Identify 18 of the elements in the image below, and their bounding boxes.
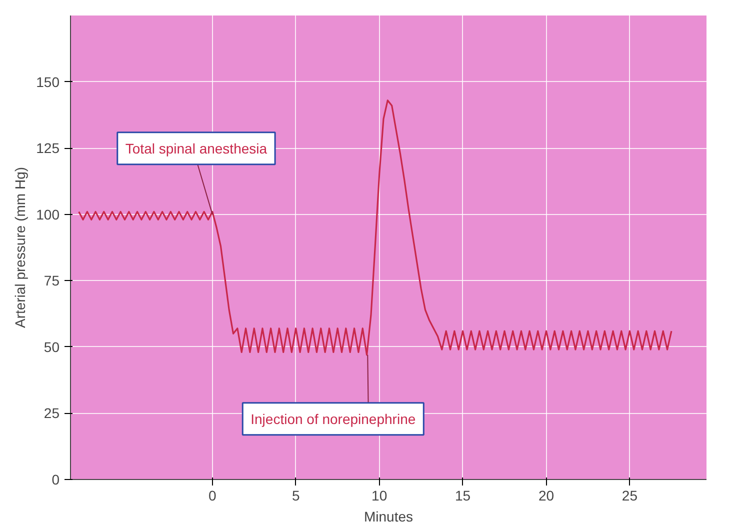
y-tick-label: 100: [36, 206, 60, 222]
y-tick-label: 150: [36, 74, 60, 90]
x-tick-label: 10: [372, 488, 388, 504]
x-axis-title: Minutes: [364, 508, 414, 524]
x-tick-label: 20: [538, 488, 554, 504]
annotation: Total spinal anesthesia: [125, 140, 268, 156]
y-tick-label: 50: [44, 338, 60, 355]
annotation: Injection of norepinephrine: [250, 410, 416, 427]
x-tick-label: 0: [208, 488, 216, 504]
line-series: [78, 100, 672, 356]
y-axis-title: Arterial pressure (mm Hg): [12, 166, 28, 328]
y-tick-label: 25: [44, 405, 60, 422]
x-tick-label: 15: [454, 488, 471, 504]
y-tick-label: 0: [52, 472, 60, 488]
y-tick-label: 125: [36, 140, 60, 156]
x-tick-label: 5: [292, 488, 300, 504]
x-tick-label: 25: [622, 488, 638, 504]
y-tick-label: 75: [44, 272, 60, 289]
